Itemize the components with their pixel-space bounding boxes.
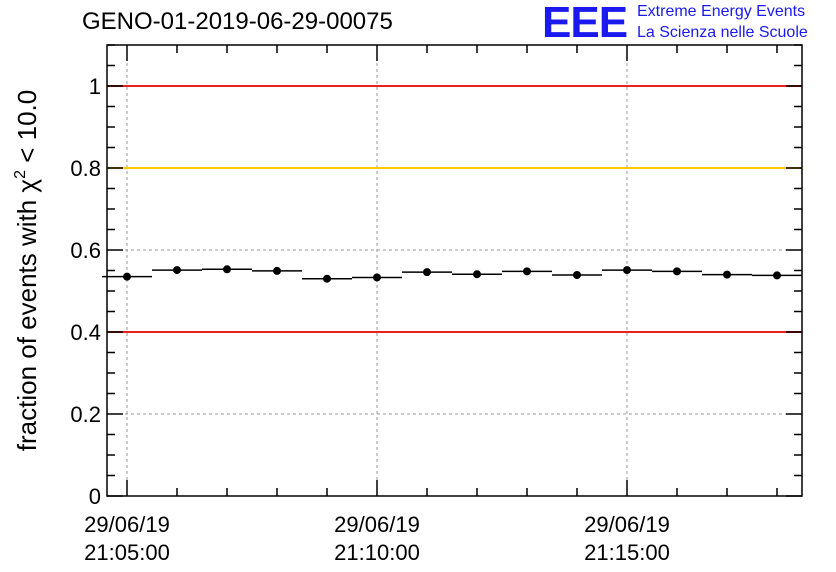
y-tick-label: 0.4	[70, 320, 101, 345]
grid	[107, 45, 802, 496]
x-tick-label-time: 21:15:00	[584, 540, 670, 565]
x-tick-label-time: 21:05:00	[84, 540, 170, 565]
x-tick-label-time: 21:10:00	[334, 540, 420, 565]
data-point	[523, 267, 531, 276]
data-point	[673, 267, 681, 276]
y-axis-label-threshold: < 10.0	[12, 90, 42, 170]
data-point	[623, 266, 631, 275]
x-tick-label-date: 29/06/19	[584, 512, 670, 537]
y-tick-label: 0.8	[70, 156, 101, 181]
data-point	[723, 270, 731, 279]
logo-tagline-1: Extreme Energy Events	[637, 3, 806, 20]
data-point	[373, 273, 381, 282]
logo-tagline-2: La Scienza nelle Scuole	[637, 24, 808, 41]
axes: 0 0.2 0.4 0.6 0.8 1 29/06/19 21:05:00 29/06/19 21…	[70, 44, 802, 565]
plot-frame	[106, 44, 803, 497]
x-tick-label-date: 29/06/19	[84, 512, 170, 537]
y-tick-label: 0.6	[70, 238, 101, 263]
data-series	[102, 265, 802, 283]
reference-lines	[107, 85, 802, 333]
data-point	[223, 265, 231, 274]
y-axis-label: fraction of events with χ2 < 10.0	[12, 90, 42, 451]
data-point	[323, 274, 331, 283]
data-point	[773, 271, 781, 280]
y-tick-label: 1	[89, 74, 101, 99]
data-point	[573, 271, 581, 280]
data-point	[423, 268, 431, 277]
chart-title: GENO-01-2019-06-29-00075	[82, 8, 393, 35]
y-axis-label-chi: χ	[12, 179, 42, 193]
data-point	[473, 270, 481, 279]
x-tick-label-date: 29/06/19	[334, 512, 420, 537]
eee-logo: EEE	[542, 0, 628, 47]
y-axis-label-exponent: 2	[12, 170, 29, 179]
data-point	[123, 272, 131, 281]
y-tick-label: 0.2	[70, 402, 101, 427]
y-axis-label-text: fraction of events with	[12, 193, 42, 452]
data-point	[273, 266, 281, 275]
data-point	[173, 266, 181, 275]
y-tick-label: 0	[89, 484, 101, 509]
